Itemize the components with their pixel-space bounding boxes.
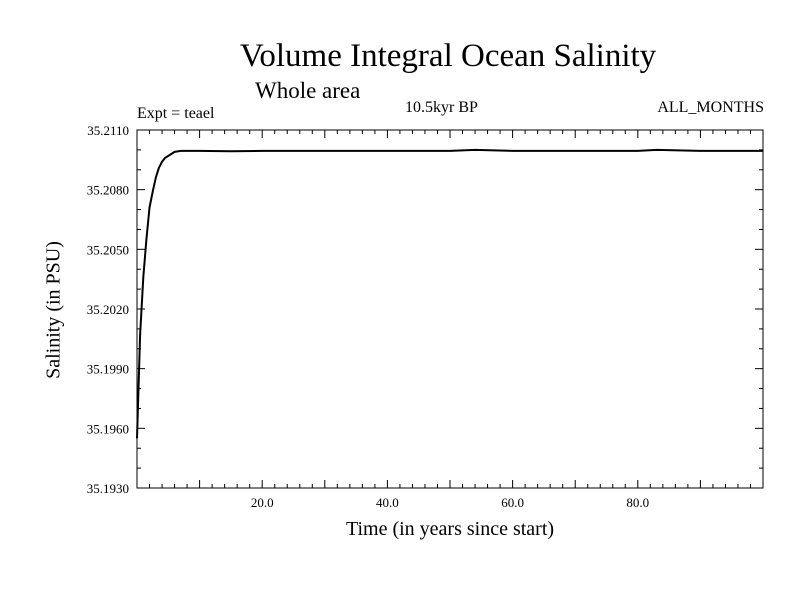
x-tick-label: 40.0 [376,495,399,510]
x-axis-label: Time (in years since start) [345,518,555,540]
x-tick-label: 20.0 [251,495,274,510]
x-tick-labels: 20.0 40.0 60.0 80.0 [251,495,649,510]
axis-ticks [137,129,763,489]
plot-frame [136,129,764,489]
y-tick-label: 35.1990 [87,362,129,377]
period-label: 10.5kyr BP [405,99,478,116]
y-tick-label: 35.2050 [87,242,129,257]
y-tick-label: 35.2020 [87,302,129,317]
x-tick-label: 80.0 [626,495,649,510]
y-tick-label: 35.1960 [87,421,129,436]
x-tick-label: 60.0 [501,495,524,510]
y-tick-label: 35.2080 [87,183,129,198]
salinity-series-line [136,148,763,439]
chart-subtitle: Whole area [255,78,361,103]
experiment-label: Expt = teael [137,105,215,122]
y-tick-label: 35.1930 [87,481,129,496]
chart-title: Volume Integral Ocean Salinity [239,38,657,74]
y-tick-labels: 35.1930 35.1960 35.1990 35.2020 35.2050 35.20… [87,123,129,496]
y-tick-label: 35.2110 [87,123,129,138]
months-label: ALL_MONTHS [657,99,764,116]
